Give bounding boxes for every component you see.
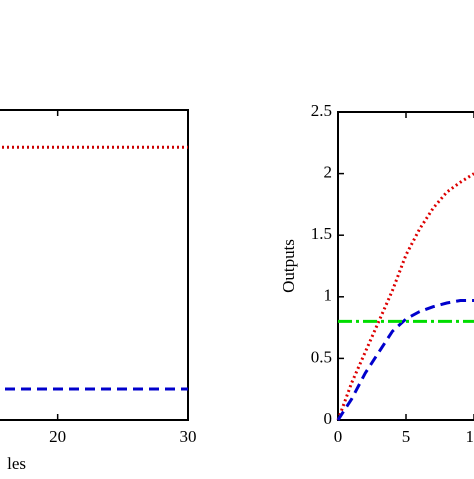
series-line <box>338 301 474 421</box>
y-tick-label: 1.5 <box>311 224 332 243</box>
y-tick-label: 0 <box>324 409 333 428</box>
plot-frame <box>0 110 188 420</box>
y-axis-label: Outputs <box>279 239 298 293</box>
x-axis-label: les <box>7 454 26 473</box>
x-tick-label: 30 <box>180 427 197 446</box>
y-tick-label: 2.5 <box>311 101 332 120</box>
y-tick-label: 2 <box>324 163 333 182</box>
x-tick-label: 0 <box>334 427 343 446</box>
plot-frame <box>338 112 474 420</box>
x-tick-label: 20 <box>49 427 66 446</box>
x-tick-label: 10 <box>466 427 474 446</box>
series-line <box>338 174 474 420</box>
x-tick-label: 5 <box>402 427 411 446</box>
y-tick-label: 0.5 <box>311 347 332 366</box>
y-tick-label: 1 <box>324 286 333 305</box>
